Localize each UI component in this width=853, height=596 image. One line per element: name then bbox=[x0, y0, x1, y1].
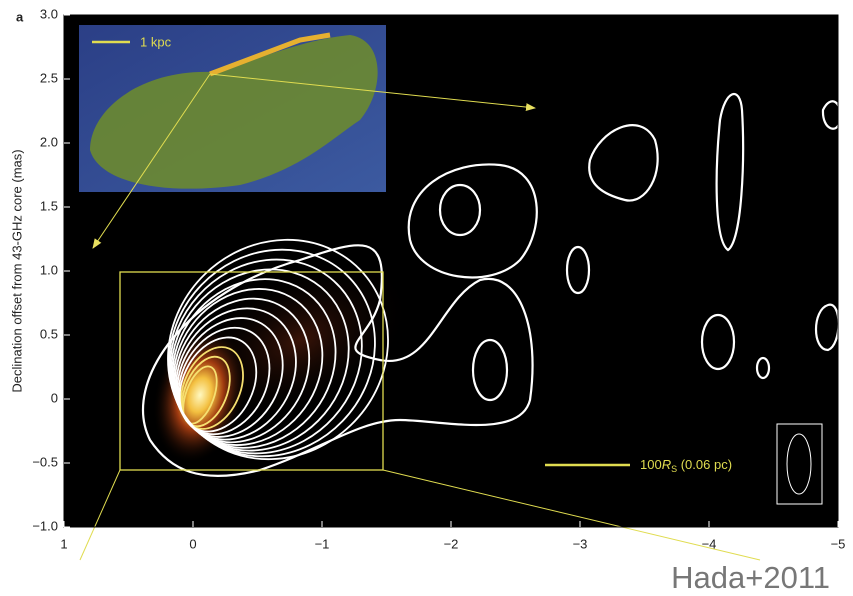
figure: 1 kpc 100RS (0.06 pc) a Declination offs… bbox=[0, 0, 853, 596]
y-tick-label: 1.5 bbox=[40, 198, 58, 213]
y-tick-label: 0.5 bbox=[40, 326, 58, 341]
scale-symbol: R bbox=[662, 457, 671, 472]
panel-label: a bbox=[16, 9, 24, 24]
x-tick-label: −1 bbox=[315, 536, 330, 551]
y-axis-label: Declination offset from 43-GHz core (mas… bbox=[9, 149, 24, 392]
y-tick-label: −1.0 bbox=[32, 518, 58, 533]
y-tick-label: 0 bbox=[51, 390, 58, 405]
y-tick-label: 2.0 bbox=[40, 134, 58, 149]
inset-scale-label: 1 kpc bbox=[140, 34, 172, 49]
y-tick-label: 3.0 bbox=[40, 6, 58, 21]
x-tick-label: −3 bbox=[573, 536, 588, 551]
x-tick-label: 1 bbox=[60, 536, 67, 551]
x-tick-label: −5 bbox=[831, 536, 846, 551]
x-tick-label: 0 bbox=[189, 536, 196, 551]
y-tick-label: 1.0 bbox=[40, 262, 58, 277]
credit: Hada+2011 bbox=[671, 560, 830, 595]
x-tick-label: −2 bbox=[444, 536, 459, 551]
y-tick-label: 2.5 bbox=[40, 70, 58, 85]
x-tick-label: −4 bbox=[702, 536, 717, 551]
y-tick-label: −0.5 bbox=[32, 454, 58, 469]
scale-suffix: (0.06 pc) bbox=[677, 457, 732, 472]
scale-prefix: 100 bbox=[640, 457, 662, 472]
scale-bar-label: 100RS (0.06 pc) bbox=[640, 457, 732, 474]
